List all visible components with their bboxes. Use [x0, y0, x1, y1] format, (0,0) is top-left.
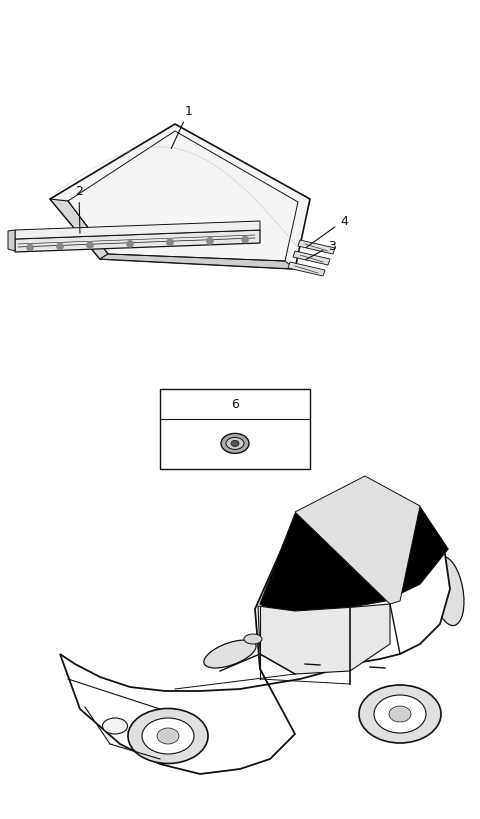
Polygon shape — [298, 241, 335, 255]
Ellipse shape — [226, 438, 244, 450]
Ellipse shape — [142, 718, 194, 754]
Text: 3: 3 — [305, 240, 336, 260]
Circle shape — [241, 237, 249, 244]
Text: 4: 4 — [306, 215, 348, 248]
Circle shape — [127, 241, 133, 248]
Polygon shape — [15, 231, 260, 253]
Ellipse shape — [204, 640, 256, 668]
Polygon shape — [258, 604, 390, 674]
Circle shape — [86, 242, 94, 250]
Text: 6: 6 — [231, 397, 239, 410]
Polygon shape — [293, 251, 330, 265]
Circle shape — [26, 245, 34, 251]
Ellipse shape — [103, 718, 128, 734]
Polygon shape — [288, 263, 325, 277]
Text: 5: 5 — [0, 818, 1, 819]
Ellipse shape — [231, 441, 239, 447]
Ellipse shape — [432, 557, 464, 626]
Circle shape — [57, 243, 63, 251]
Circle shape — [167, 239, 173, 247]
Polygon shape — [260, 477, 448, 611]
Ellipse shape — [221, 434, 249, 454]
Polygon shape — [50, 200, 108, 260]
Ellipse shape — [359, 686, 441, 743]
Polygon shape — [100, 255, 295, 269]
Ellipse shape — [157, 728, 179, 744]
Polygon shape — [15, 222, 260, 240]
Circle shape — [206, 238, 214, 245]
Polygon shape — [8, 231, 15, 251]
Polygon shape — [50, 124, 310, 269]
Ellipse shape — [374, 695, 426, 733]
Ellipse shape — [128, 708, 208, 763]
Bar — [160, 390, 310, 469]
Text: 2: 2 — [75, 185, 83, 234]
Text: 1: 1 — [171, 105, 193, 149]
Polygon shape — [60, 479, 450, 774]
Polygon shape — [295, 477, 420, 604]
Ellipse shape — [244, 634, 262, 645]
Ellipse shape — [389, 706, 411, 722]
